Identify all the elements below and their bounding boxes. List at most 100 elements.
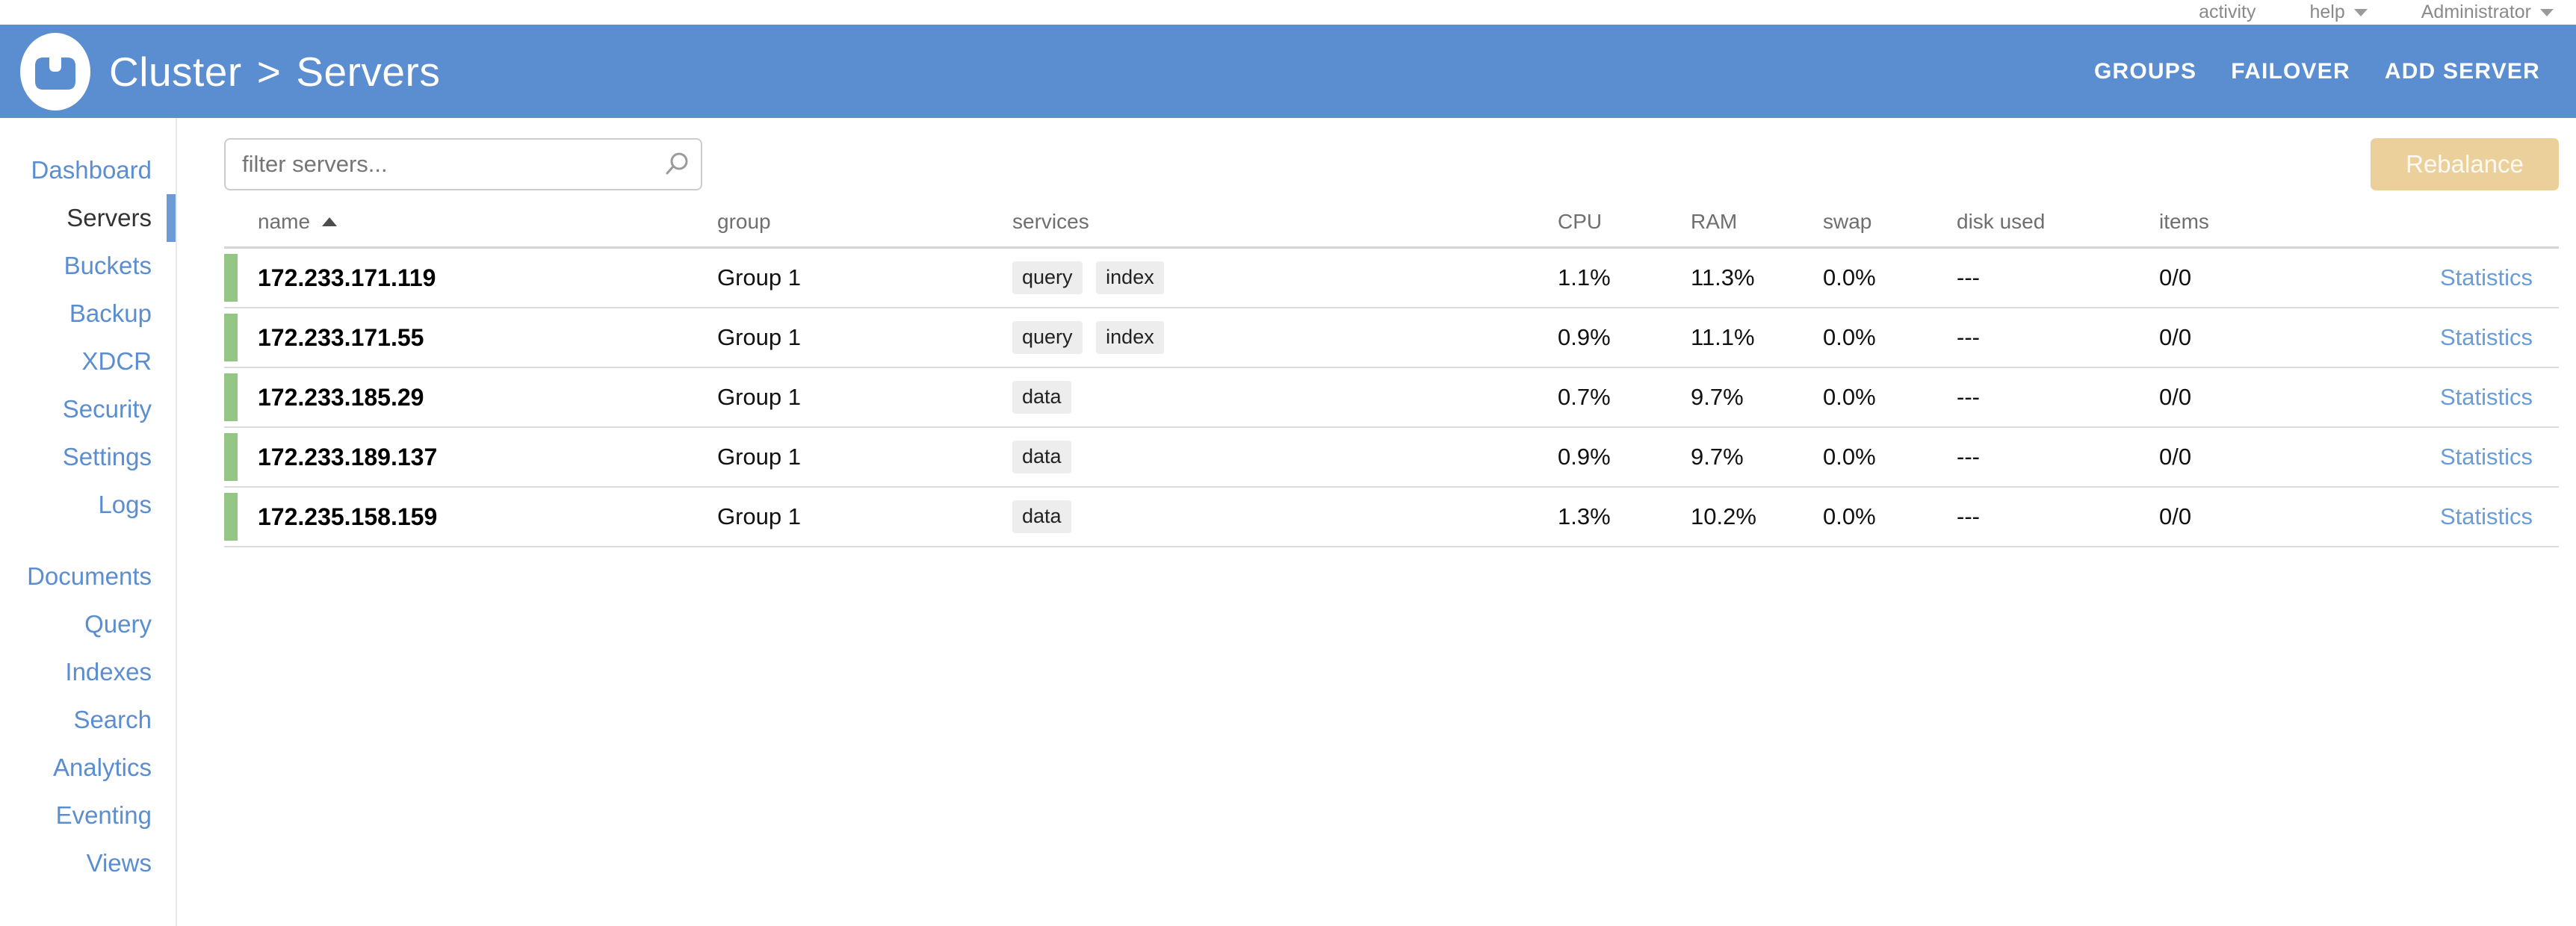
server-row: 172.233.185.29 Group 1 data 0.7% 9.7% 0.… bbox=[224, 368, 2559, 428]
service-badge: index bbox=[1096, 321, 1164, 354]
server-name[interactable]: 172.235.158.159 bbox=[258, 503, 438, 530]
sidebar-item-documents[interactable]: Documents bbox=[27, 562, 152, 590]
app-header: Cluster > Servers GROUPS FAILOVER ADD SE… bbox=[0, 25, 2576, 118]
statistics-cell: Statistics bbox=[2286, 384, 2559, 411]
breadcrumb-separator: > bbox=[256, 48, 282, 95]
filter-servers-input[interactable] bbox=[224, 138, 702, 190]
server-items: 0/0 bbox=[2159, 503, 2192, 529]
sidebar-item-query[interactable]: Query bbox=[84, 610, 152, 638]
server-health-indicator bbox=[224, 373, 238, 421]
service-badge: data bbox=[1012, 441, 1071, 473]
server-health-indicator bbox=[224, 314, 238, 361]
statistics-link[interactable]: Statistics bbox=[2439, 324, 2533, 350]
server-cpu: 0.9% bbox=[1558, 444, 1611, 470]
server-health-indicator bbox=[224, 254, 238, 302]
server-row: 172.233.189.137 Group 1 data 0.9% 9.7% 0… bbox=[224, 428, 2559, 488]
sidebar-primary-group: Dashboard Servers Buckets Backup XDCR Se… bbox=[0, 146, 176, 529]
sidebar-secondary-group: Documents Query Indexes Search Analytics… bbox=[0, 553, 176, 887]
server-services: query index bbox=[1009, 321, 1554, 354]
statistics-link[interactable]: Statistics bbox=[2439, 503, 2533, 529]
caret-down-icon bbox=[2540, 8, 2554, 16]
user-menu[interactable]: Administrator bbox=[2421, 1, 2554, 23]
server-items: 0/0 bbox=[2159, 264, 2192, 290]
server-items: 0/0 bbox=[2159, 444, 2192, 470]
sidebar-item-security[interactable]: Security bbox=[62, 395, 152, 423]
server-name[interactable]: 172.233.171.119 bbox=[258, 264, 436, 291]
user-menu-label: Administrator bbox=[2421, 1, 2531, 22]
sidebar-item-views[interactable]: Views bbox=[86, 849, 152, 877]
service-badge: data bbox=[1012, 381, 1071, 414]
sidebar-item-analytics[interactable]: Analytics bbox=[52, 753, 152, 781]
server-group: Group 1 bbox=[717, 324, 802, 350]
breadcrumb-root: Cluster bbox=[109, 48, 242, 95]
sidebar-item-buckets[interactable]: Buckets bbox=[64, 252, 152, 279]
server-name[interactable]: 172.233.171.55 bbox=[258, 323, 424, 351]
server-cpu: 1.3% bbox=[1558, 503, 1611, 529]
server-disk-used: --- bbox=[1957, 503, 1980, 529]
column-header-group: group bbox=[717, 209, 771, 233]
failover-button[interactable]: FAILOVER bbox=[2231, 58, 2350, 84]
statistics-link[interactable]: Statistics bbox=[2439, 384, 2533, 410]
rebalance-button[interactable]: Rebalance bbox=[2371, 138, 2559, 190]
column-header-services: services bbox=[1012, 209, 1089, 233]
sidebar-item-backup[interactable]: Backup bbox=[69, 299, 152, 327]
column-header-name-label: name bbox=[258, 209, 311, 233]
server-group: Group 1 bbox=[717, 384, 802, 410]
server-row: 172.233.171.119 Group 1 query index 1.1%… bbox=[224, 249, 2559, 308]
server-cpu: 0.9% bbox=[1558, 324, 1611, 350]
servers-table-header: name group services CPU RAM swap disk us… bbox=[224, 196, 2559, 249]
server-name[interactable]: 172.233.185.29 bbox=[258, 383, 424, 411]
sidebar-item-dashboard[interactable]: Dashboard bbox=[31, 156, 152, 184]
breadcrumb-current: Servers bbox=[296, 48, 441, 95]
server-group: Group 1 bbox=[717, 444, 802, 470]
server-ram: 9.7% bbox=[1691, 444, 1744, 470]
server-health-indicator bbox=[224, 493, 238, 541]
sidebar-item-logs[interactable]: Logs bbox=[98, 491, 152, 518]
column-header-cpu: CPU bbox=[1558, 209, 1603, 233]
servers-page-content: Rebalance name group services CPU RAM sw… bbox=[224, 118, 2559, 547]
sidebar-item-eventing[interactable]: Eventing bbox=[55, 801, 152, 829]
sidebar-item-search[interactable]: Search bbox=[73, 706, 152, 733]
sidebar-item-xdcr[interactable]: XDCR bbox=[81, 347, 152, 375]
statistics-link[interactable]: Statistics bbox=[2439, 444, 2533, 470]
service-badge: data bbox=[1012, 500, 1071, 533]
server-services: data bbox=[1009, 441, 1554, 473]
statistics-link[interactable]: Statistics bbox=[2439, 264, 2533, 290]
server-swap: 0.0% bbox=[1823, 324, 1876, 350]
sidebar-item-servers[interactable]: Servers bbox=[0, 194, 176, 242]
help-menu[interactable]: help bbox=[2309, 1, 2368, 23]
help-menu-label: help bbox=[2309, 1, 2345, 22]
server-name[interactable]: 172.233.189.137 bbox=[258, 443, 438, 470]
column-header-disk-used: disk used bbox=[1957, 209, 2046, 233]
statistics-cell: Statistics bbox=[2286, 503, 2559, 530]
server-ram: 9.7% bbox=[1691, 384, 1744, 410]
activity-link[interactable]: activity bbox=[2199, 1, 2255, 23]
column-header-name[interactable]: name bbox=[238, 210, 713, 234]
service-badge: index bbox=[1096, 261, 1164, 294]
server-disk-used: --- bbox=[1957, 324, 1980, 350]
service-badge: query bbox=[1012, 261, 1083, 294]
server-group: Group 1 bbox=[717, 264, 802, 290]
top-utility-bar: activity help Administrator bbox=[0, 0, 2576, 25]
server-row: 172.235.158.159 Group 1 data 1.3% 10.2% … bbox=[224, 488, 2559, 547]
sidebar-item-indexes[interactable]: Indexes bbox=[65, 658, 152, 686]
sidebar-item-settings[interactable]: Settings bbox=[62, 443, 152, 470]
add-server-button[interactable]: ADD SERVER bbox=[2384, 58, 2540, 84]
statistics-cell: Statistics bbox=[2286, 324, 2559, 351]
couchbase-logo-icon bbox=[20, 32, 90, 111]
column-header-items: items bbox=[2159, 209, 2209, 233]
servers-toolbar: Rebalance bbox=[224, 138, 2559, 190]
column-header-ram: RAM bbox=[1691, 209, 1738, 233]
column-header-swap: swap bbox=[1823, 209, 1872, 233]
statistics-cell: Statistics bbox=[2286, 264, 2559, 291]
server-disk-used: --- bbox=[1957, 384, 1980, 410]
groups-button[interactable]: GROUPS bbox=[2093, 58, 2197, 84]
service-badge: query bbox=[1012, 321, 1083, 354]
server-services: data bbox=[1009, 500, 1554, 533]
sidebar-divider bbox=[176, 118, 177, 926]
server-ram: 10.2% bbox=[1691, 503, 1756, 529]
server-services: data bbox=[1009, 381, 1554, 414]
server-disk-used: --- bbox=[1957, 264, 1980, 290]
server-ram: 11.3% bbox=[1691, 264, 1755, 290]
server-services: query index bbox=[1009, 261, 1554, 294]
